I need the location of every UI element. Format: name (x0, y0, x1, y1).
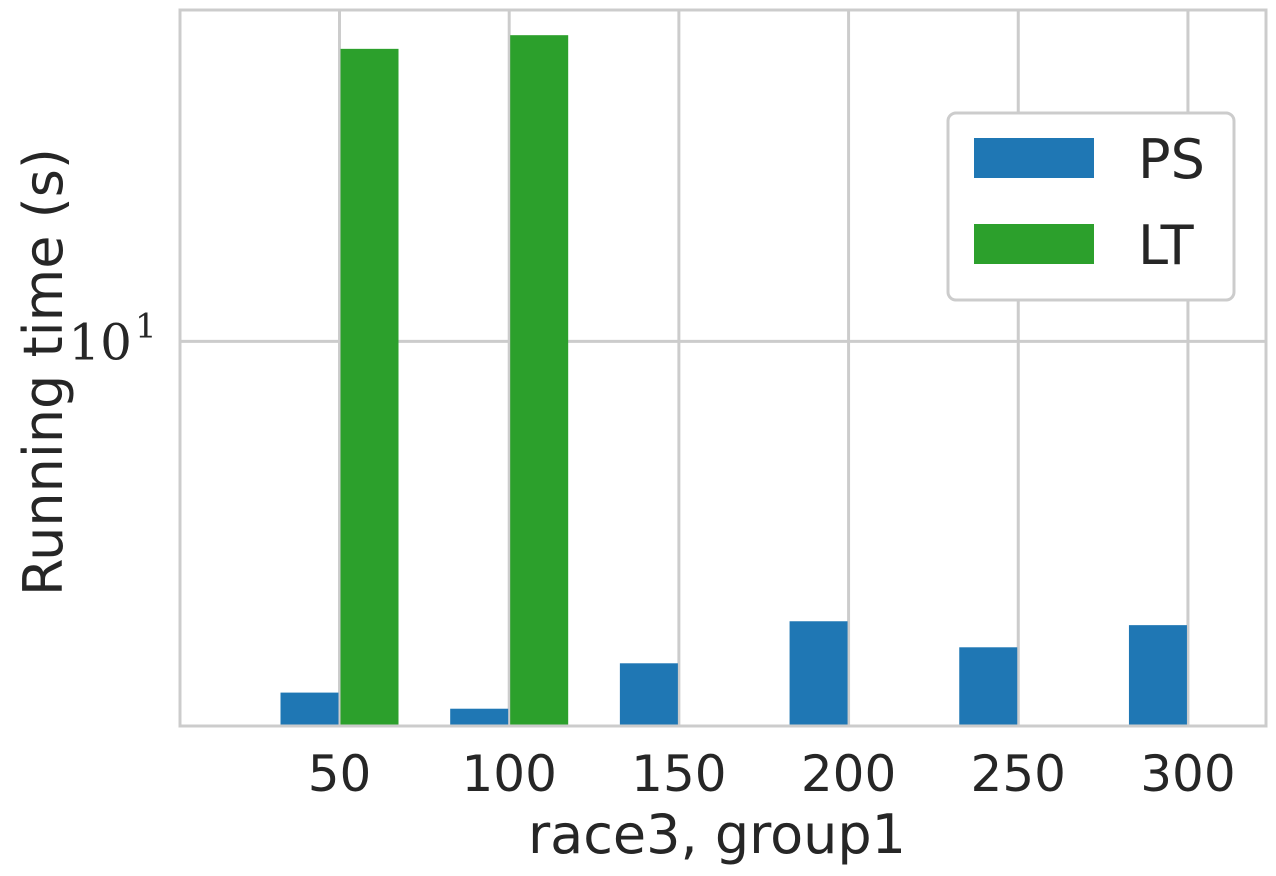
legend: PS LT (946, 111, 1236, 302)
legend-label-ps: PS (1138, 128, 1205, 191)
x-tick-label: 300 (1140, 745, 1235, 803)
x-tick-label: 150 (631, 745, 726, 803)
bar-ps-100 (450, 708, 509, 726)
bar-lt-50 (340, 48, 399, 726)
plot-frame (178, 8, 1268, 728)
bars (280, 35, 1187, 726)
x-tick-labels: 50 100 150 200 250 300 (308, 745, 1236, 803)
legend-swatch-ps (974, 138, 1094, 178)
x-tick-label: 50 (308, 745, 372, 803)
y-axis-label: Running time (s) (12, 148, 75, 596)
bar-ps-300 (1128, 625, 1187, 726)
x-tick-label: 200 (801, 745, 896, 803)
bar-ps-200 (789, 621, 848, 726)
bar-lt-100 (510, 35, 569, 726)
legend-swatch-lt (974, 224, 1094, 264)
y-tick-exponent: 1 (135, 306, 157, 346)
bar-ps-250 (959, 647, 1018, 726)
legend-label-lt: LT (1138, 214, 1195, 277)
x-axis-label: race3, group1 (528, 803, 906, 866)
bar-ps-50 (280, 692, 339, 726)
x-tick-label: 250 (971, 745, 1066, 803)
y-tick-labels: 10 1 (68, 306, 156, 371)
x-tick-label: 100 (461, 745, 556, 803)
y-tick-label: 10 (68, 313, 132, 371)
bar-ps-150 (619, 663, 678, 726)
